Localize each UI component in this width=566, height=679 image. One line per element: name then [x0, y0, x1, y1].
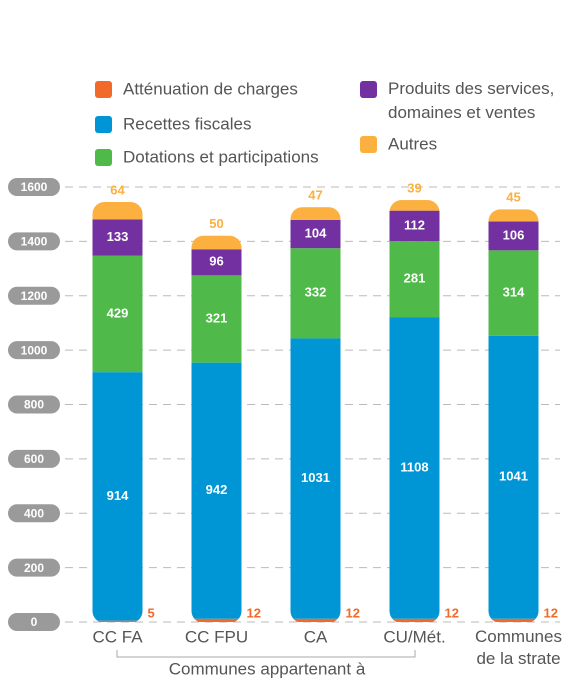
value-label: 104	[305, 225, 327, 240]
legend-swatch	[360, 81, 377, 98]
value-label: 112	[404, 217, 425, 232]
x-tick-label: CU/Mét.	[383, 627, 445, 646]
value-label: 1031	[301, 470, 330, 485]
bar-segment	[92, 255, 143, 373]
bar-segment	[290, 248, 341, 339]
bar-segment	[290, 207, 341, 220]
y-tick-label: 800	[24, 398, 44, 412]
bar-segment	[191, 249, 242, 276]
y-tick-pill	[8, 613, 60, 631]
y-tick-label: 200	[24, 561, 44, 575]
value-label: 321	[206, 310, 228, 325]
bar-segment	[92, 620, 143, 622]
value-label: 47	[308, 188, 322, 203]
y-tick-pill	[8, 341, 60, 360]
bar-segment	[290, 219, 341, 249]
x-tick-label: CC FA	[92, 627, 143, 646]
bar-segment	[488, 335, 539, 619]
value-label: 12	[544, 605, 558, 620]
y-tick-pill	[8, 558, 60, 577]
bar-segment	[191, 618, 242, 622]
value-label: 332	[305, 285, 327, 300]
bar-stack	[92, 201, 143, 622]
y-tick-pill	[8, 504, 60, 523]
value-label: 914	[107, 488, 129, 503]
bar-segment	[389, 618, 440, 622]
bar-stack	[290, 207, 341, 622]
legend-swatch	[95, 149, 112, 166]
value-label: 942	[206, 482, 228, 497]
y-tick-label: 600	[24, 452, 44, 466]
bar-stack	[191, 235, 242, 622]
bracket	[116, 650, 416, 658]
bar-segment	[92, 219, 143, 256]
bar-segment	[389, 210, 440, 242]
value-label: 12	[346, 605, 360, 620]
y-tick-label: 1400	[21, 235, 48, 249]
bar-segment	[290, 338, 341, 619]
value-label: 314	[503, 284, 525, 299]
legend-swatch	[95, 116, 112, 133]
y-tick-label: 1200	[21, 289, 48, 303]
bar-segment	[191, 275, 242, 363]
legend-swatch	[360, 136, 377, 153]
value-label: 106	[503, 227, 525, 242]
y-tick-pill	[8, 395, 60, 414]
bar-segment	[488, 250, 539, 336]
bar-segment	[389, 241, 440, 318]
bar-segment	[389, 317, 440, 619]
value-label: 64	[110, 182, 125, 197]
bar-segment	[488, 221, 539, 251]
bar-segment	[191, 362, 242, 619]
value-label: 281	[404, 271, 426, 286]
y-tick-pill	[8, 232, 60, 251]
y-tick-label: 1600	[21, 180, 48, 194]
bar-segment	[488, 209, 539, 222]
y-tick-label: 0	[31, 615, 38, 629]
bar-segment	[92, 372, 143, 621]
value-label: 39	[407, 180, 421, 195]
bar-stack	[488, 209, 539, 622]
legend-label: Produits des services, domaines et ventes	[388, 79, 554, 122]
legend-label: Dotations et participations	[123, 147, 319, 166]
bar-segment	[191, 235, 242, 250]
bar-segment	[389, 200, 440, 211]
y-tick-pill	[8, 178, 60, 196]
legend-label: Recettes fiscales	[123, 114, 252, 133]
y-tick-label: 1000	[21, 343, 48, 357]
y-tick-label: 400	[24, 506, 44, 520]
legend-swatch	[95, 81, 112, 98]
bar-segment	[92, 201, 143, 220]
value-label: 429	[107, 305, 129, 320]
bracket-line	[116, 650, 416, 658]
bar-segment	[290, 618, 341, 622]
value-label: 96	[209, 254, 223, 269]
value-label: 133	[107, 229, 129, 244]
value-label: 50	[209, 216, 223, 231]
bar-segment	[488, 618, 539, 622]
x-tick-label: CC FPU	[185, 627, 248, 646]
bar-stack	[389, 200, 440, 622]
value-label: 1041	[499, 469, 528, 484]
legend-label: Autres	[388, 134, 437, 153]
y-tick-pill	[8, 286, 60, 305]
x-tick-label: Communes de la strate	[475, 627, 562, 668]
annotation: Communes appartenant à	[169, 659, 366, 678]
value-label: 5	[148, 605, 155, 620]
value-label: 12	[247, 605, 261, 620]
value-label: 45	[506, 190, 520, 205]
legend-label: Atténuation de charges	[123, 79, 298, 98]
value-label: 12	[445, 605, 459, 620]
value-label: 1108	[400, 460, 428, 475]
y-tick-pill	[8, 449, 60, 468]
x-tick-label: CA	[304, 627, 328, 646]
